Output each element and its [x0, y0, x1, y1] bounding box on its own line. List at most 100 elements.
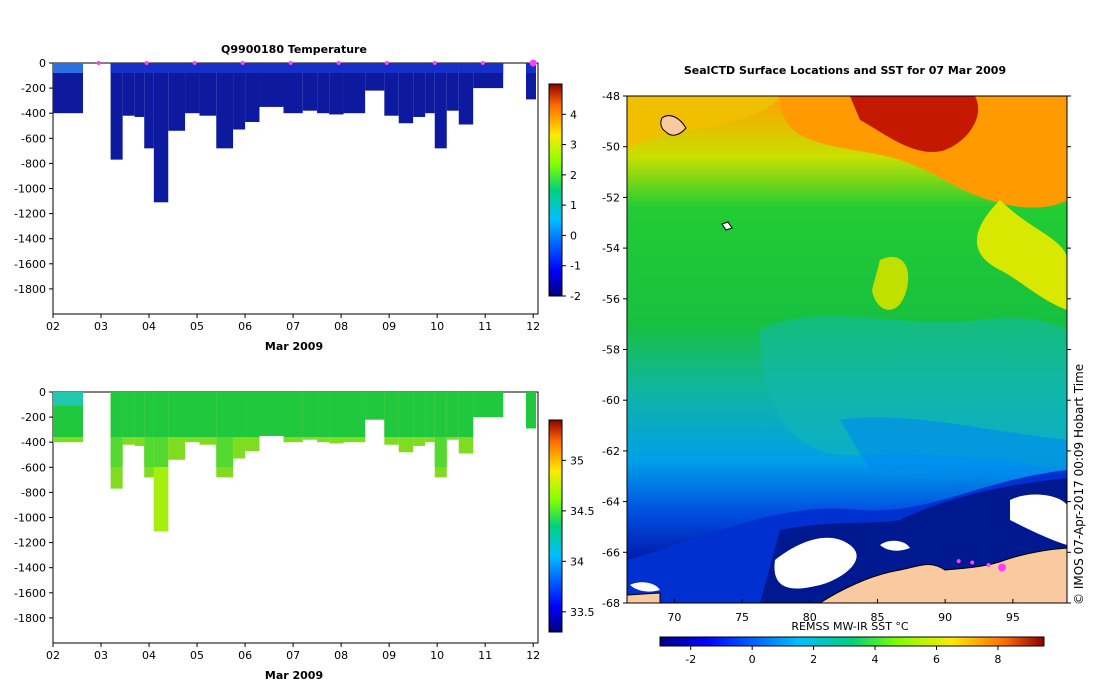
profile-column [525, 63, 536, 100]
y-tick-label: -1800 [14, 283, 46, 296]
salinity-mid-layer [233, 392, 246, 437]
temperature-profile-bar [329, 63, 344, 115]
very-warm-water-region [850, 96, 979, 153]
x-tick-label: 04 [142, 320, 156, 333]
profile-surface-marker [432, 61, 437, 65]
profile-column [343, 392, 366, 443]
salinity-deep-layer [144, 437, 154, 467]
profile-column [458, 392, 474, 454]
y-tick-label: -200 [21, 82, 46, 95]
temperature-profile-bar [446, 63, 459, 111]
salinity-mid-layer [185, 392, 200, 437]
salinity-mid-layer [446, 392, 459, 437]
y-tick-label: -1400 [14, 233, 46, 246]
temperature-profile-bar [302, 63, 318, 111]
profile-column [153, 392, 169, 532]
salinity-profiles [53, 392, 536, 532]
temperature-profile-bar [134, 63, 145, 117]
seal-location-marker [970, 560, 975, 565]
temperature-surface-layer [233, 63, 246, 73]
profile-column [413, 392, 426, 446]
sst-colorbar-tick-label: 8 [994, 653, 1001, 666]
sst-colorbar-ticks: -2 0 2 4 6 8 [685, 646, 1001, 666]
colorbar-tick-label: 33.5 [570, 606, 595, 619]
x-tick-label: 07 [286, 649, 300, 662]
salinity-mid-layer [525, 392, 536, 429]
temperature-surface-layer [216, 63, 234, 73]
temperature-surface-layer [365, 63, 385, 73]
temperature-surface-layer [122, 63, 135, 73]
profile-column [233, 392, 246, 459]
x-tick-label: 11 [478, 320, 492, 333]
profile-column [283, 63, 303, 114]
yellow-water-east [976, 200, 1067, 310]
lat-tick-label: -68 [602, 597, 620, 610]
salinity-mid-layer [413, 392, 426, 437]
y-tick-label: -1000 [14, 183, 46, 196]
profile-surface-marker [96, 61, 101, 65]
salinity-deep-layer [434, 437, 447, 467]
x-tick-label: 03 [94, 649, 108, 662]
lat-tick-label: -66 [602, 546, 620, 559]
profile-column [446, 392, 459, 440]
yellow-patch [872, 256, 909, 310]
temperature-surface-layer [185, 63, 200, 73]
y-tick-label: -1600 [14, 587, 46, 600]
profile-column [185, 63, 200, 114]
profile-column [53, 63, 83, 114]
temperature-colorbar [548, 83, 563, 297]
profile-column [343, 63, 366, 114]
temperature-profile-bar [168, 63, 186, 131]
x-tick-label: 08 [334, 320, 348, 333]
profile-surface-marker [336, 61, 341, 65]
temperature-y-ticks: 0 -200 -400 -600 -800 -1000 -1200 -1400 -1600 -18… [14, 57, 53, 296]
salinity-mid-layer [343, 392, 366, 437]
salinity-colorbar-ticks: 35 34.5 34 33.5 [562, 454, 595, 619]
profile-surface-marker [192, 61, 197, 65]
x-tick-label: 05 [190, 649, 204, 662]
profile-column [144, 392, 154, 478]
salinity-mid-layer [259, 392, 284, 436]
x-tick-label: 04 [142, 649, 156, 662]
y-tick-label: -200 [21, 411, 46, 424]
y-tick-label: -400 [21, 436, 46, 449]
profile-column [110, 392, 123, 489]
temperature-profile-bar [199, 63, 217, 116]
profile-column [384, 63, 399, 116]
x-tick-label: 05 [190, 320, 204, 333]
sst-field [627, 96, 1067, 603]
salinity-x-label: Mar 2009 [265, 669, 323, 682]
temperature-profile-bar [245, 63, 260, 122]
profile-column [446, 63, 459, 111]
temperature-surface-layer [343, 63, 366, 73]
seal-locations [956, 559, 1007, 572]
lon-tick-label: 95 [1006, 611, 1020, 624]
profile-surface-marker [288, 61, 293, 65]
profile-surface-marker [529, 59, 537, 67]
temperature-title: Q9900180 Temperature [221, 43, 367, 56]
salinity-mid-layer [425, 392, 435, 437]
salinity-mid-layer [245, 392, 260, 437]
temperature-x-ticks: 02 03 04 05 06 07 08 09 10 11 12 [46, 314, 540, 333]
profile-column [122, 392, 135, 445]
colorbar-tick-label: 35 [570, 454, 584, 467]
cold-water-band [840, 417, 1067, 480]
temperature-colorbar-ticks: 4 3 2 1 0 -1 -2 [562, 108, 581, 303]
temperature-surface-layer [473, 63, 504, 73]
profile-column [302, 392, 318, 440]
temperature-profile-bar [413, 63, 426, 117]
salinity-mid-layer [153, 392, 169, 437]
salinity-mid-layer [283, 392, 303, 437]
temperature-surface-layer [53, 63, 83, 73]
x-tick-label: 06 [238, 649, 252, 662]
x-tick-label: 07 [286, 320, 300, 333]
salinity-mid-layer [365, 392, 385, 420]
salinity-mid-layer [329, 392, 344, 437]
salinity-panel: 0 -200 -400 -600 -800 -1000 -1200 -1400 -1600 -18… [14, 386, 594, 682]
temperature-surface-layer [134, 63, 145, 73]
y-tick-label: -1800 [14, 612, 46, 625]
sst-colorbar-tick-label: 0 [749, 653, 756, 666]
salinity-deepest-layer [153, 467, 169, 532]
sst-colorbar-label: REMSS MW-IR SST °C [791, 620, 909, 633]
temperature-surface-layer [398, 63, 414, 73]
